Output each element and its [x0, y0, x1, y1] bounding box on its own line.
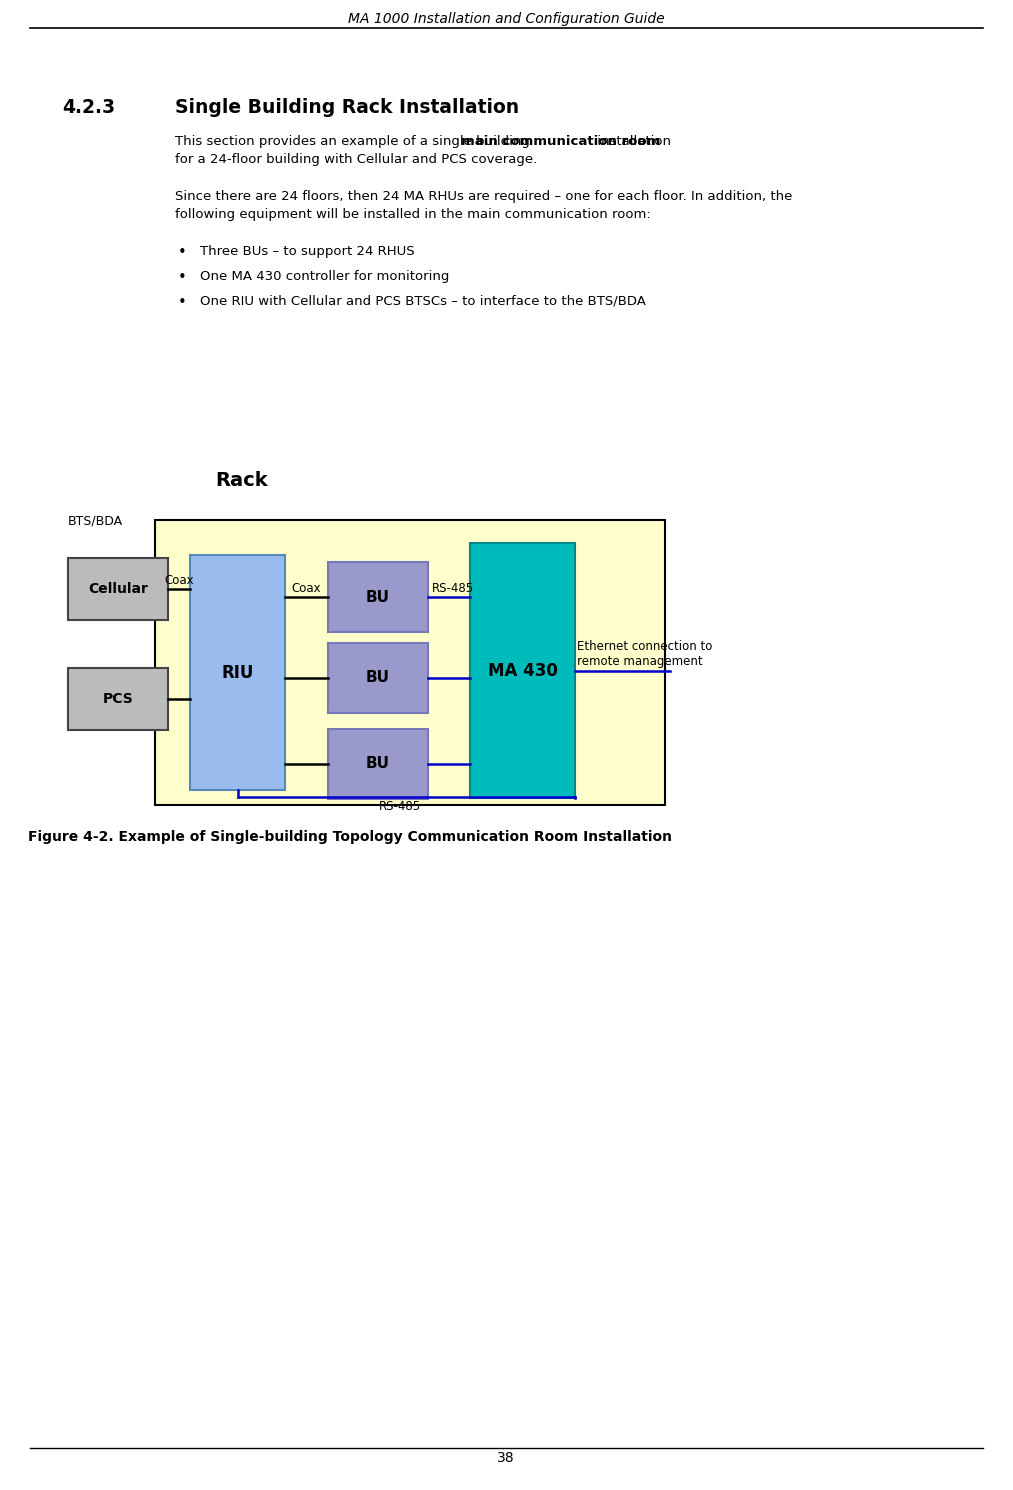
Text: Three BUs – to support 24 RHUS: Three BUs – to support 24 RHUS	[200, 244, 414, 258]
Text: installation: installation	[593, 136, 671, 148]
Text: •: •	[178, 244, 186, 259]
FancyBboxPatch shape	[190, 554, 285, 790]
Text: •: •	[178, 270, 186, 285]
FancyBboxPatch shape	[68, 668, 168, 730]
FancyBboxPatch shape	[68, 557, 168, 620]
Text: BU: BU	[366, 670, 390, 685]
Text: following equipment will be installed in the main communication room:: following equipment will be installed in…	[175, 209, 650, 221]
Text: Cellular: Cellular	[88, 583, 148, 596]
Text: BU: BU	[366, 757, 390, 772]
Text: •: •	[178, 295, 186, 310]
Text: RS-485: RS-485	[379, 800, 421, 814]
Text: Coax: Coax	[291, 583, 321, 595]
FancyBboxPatch shape	[470, 542, 575, 799]
Text: Since there are 24 floors, then 24 MA RHUs are required – one for each floor. In: Since there are 24 floors, then 24 MA RH…	[175, 191, 792, 203]
Text: 38: 38	[497, 1451, 515, 1465]
FancyBboxPatch shape	[328, 729, 428, 799]
FancyBboxPatch shape	[155, 520, 665, 805]
Text: RIU: RIU	[221, 663, 253, 681]
Text: 4.2.3: 4.2.3	[62, 98, 115, 118]
Text: Single Building Rack Installation: Single Building Rack Installation	[175, 98, 519, 118]
Text: PCS: PCS	[102, 691, 134, 706]
Text: Figure 4-2. Example of Single-building Topology Communication Room Installation: Figure 4-2. Example of Single-building T…	[28, 830, 672, 843]
Text: main communication room: main communication room	[461, 136, 660, 148]
Text: One RIU with Cellular and PCS BTSCs – to interface to the BTS/BDA: One RIU with Cellular and PCS BTSCs – to…	[200, 295, 646, 308]
Text: This section provides an example of a single building: This section provides an example of a si…	[175, 136, 534, 148]
Text: MA 1000 Installation and Configuration Guide: MA 1000 Installation and Configuration G…	[347, 12, 665, 25]
Text: MA 430: MA 430	[487, 662, 557, 679]
Text: for a 24-floor building with Cellular and PCS coverage.: for a 24-floor building with Cellular an…	[175, 153, 537, 165]
Text: BTS/BDA: BTS/BDA	[68, 516, 124, 527]
Text: RS-485: RS-485	[432, 583, 474, 595]
Text: BU: BU	[366, 590, 390, 605]
Text: One MA 430 controller for monitoring: One MA 430 controller for monitoring	[200, 270, 450, 283]
Text: Rack: Rack	[215, 471, 267, 490]
Text: Ethernet connection to
remote management: Ethernet connection to remote management	[577, 639, 712, 668]
FancyBboxPatch shape	[328, 562, 428, 632]
FancyBboxPatch shape	[328, 644, 428, 714]
Text: Coax: Coax	[164, 574, 193, 587]
